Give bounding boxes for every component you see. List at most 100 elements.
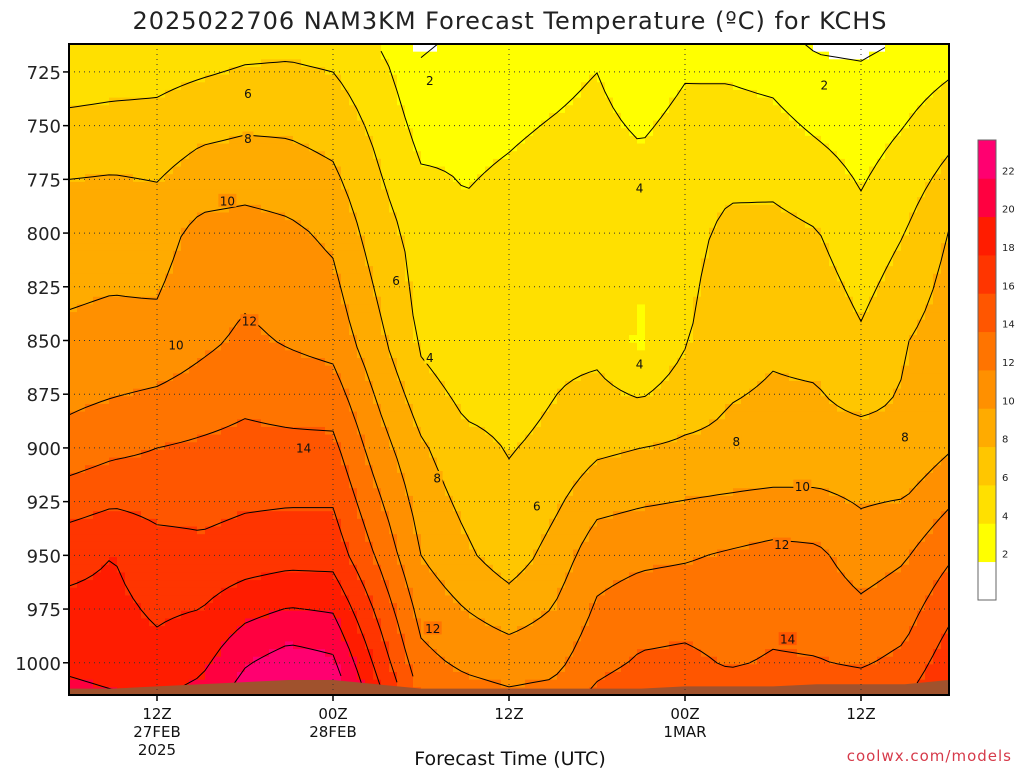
field-cell <box>133 335 142 344</box>
field-cell <box>445 549 454 558</box>
field-cell <box>181 44 190 53</box>
field-cell <box>165 296 174 305</box>
field-cell <box>157 112 166 122</box>
field-cell <box>189 135 198 145</box>
field-cell <box>309 618 318 627</box>
field-cell <box>157 603 166 612</box>
field-cell <box>189 273 198 283</box>
field-cell <box>85 465 94 474</box>
field-cell <box>125 664 134 673</box>
field-cell <box>85 319 94 328</box>
field-cell <box>109 664 118 673</box>
field-cell <box>341 434 350 443</box>
field-cell <box>437 250 446 260</box>
field-cell <box>189 396 198 405</box>
field-cell <box>373 250 382 260</box>
field-cell <box>453 656 462 665</box>
field-cell <box>189 197 198 206</box>
field-cell <box>461 557 470 566</box>
field-cell <box>325 495 334 505</box>
field-cell <box>189 281 198 290</box>
field-cell <box>485 220 494 229</box>
field-cell <box>365 312 374 321</box>
field-cell <box>293 289 302 298</box>
field-cell <box>205 327 214 336</box>
field-cell <box>341 656 350 665</box>
field-cell <box>421 365 430 374</box>
field-cell <box>133 603 142 612</box>
field-cell <box>445 526 454 535</box>
field-cell <box>309 181 318 191</box>
field-cell <box>365 66 374 76</box>
field-cell <box>85 380 94 390</box>
field-cell <box>453 151 462 160</box>
field-cell <box>397 250 406 260</box>
field-cell <box>341 580 350 589</box>
field-cell <box>213 135 222 145</box>
field-cell <box>181 258 190 267</box>
field-cell <box>69 112 78 122</box>
field-cell <box>525 472 534 482</box>
field-cell <box>205 350 214 359</box>
field-cell <box>117 679 126 688</box>
field-cell <box>477 495 486 505</box>
field-cell <box>205 511 214 520</box>
field-cell <box>517 595 526 604</box>
field-cell <box>237 610 246 620</box>
field-cell <box>253 664 262 673</box>
field-cell <box>461 358 470 367</box>
field-cell <box>229 158 238 168</box>
field-cell <box>501 235 510 244</box>
field-cell <box>453 518 462 528</box>
field-cell <box>157 235 166 244</box>
field-cell <box>437 166 446 175</box>
field-cell <box>341 603 350 612</box>
field-cell <box>469 304 478 313</box>
field-cell <box>269 587 278 597</box>
field-cell <box>525 304 534 313</box>
field-cell <box>301 411 310 420</box>
field-cell <box>229 518 238 528</box>
field-cell <box>109 220 118 229</box>
field-cell <box>357 426 366 436</box>
field-cell <box>85 672 94 681</box>
field-cell <box>429 296 438 305</box>
field-cell <box>333 656 342 665</box>
field-cell <box>149 365 158 374</box>
field-cell <box>453 235 462 244</box>
field-cell <box>293 44 302 53</box>
field-cell <box>293 472 302 482</box>
field-cell <box>413 672 422 681</box>
field-cell <box>237 235 246 244</box>
field-cell <box>293 304 302 313</box>
field-cell <box>253 649 262 658</box>
field-cell <box>253 610 262 620</box>
field-cell <box>85 549 94 558</box>
field-cell <box>181 273 190 283</box>
field-cell <box>269 112 278 122</box>
field-cell <box>245 235 254 244</box>
field-cell <box>421 472 430 482</box>
field-cell <box>469 495 478 505</box>
field-cell <box>485 618 494 627</box>
field-cell <box>413 174 422 183</box>
field-cell <box>261 44 270 53</box>
field-cell <box>309 97 318 106</box>
field-cell <box>165 649 174 658</box>
field-cell <box>213 181 222 191</box>
field-cell <box>485 403 494 413</box>
field-cell <box>133 373 142 382</box>
field-cell <box>277 411 286 420</box>
field-cell <box>445 59 454 68</box>
field-cell <box>109 59 118 68</box>
field-cell <box>381 426 390 436</box>
field-cell <box>461 158 470 168</box>
field-cell <box>125 220 134 229</box>
field-cell <box>501 365 510 374</box>
field-cell <box>525 350 534 359</box>
field-cell <box>445 135 454 145</box>
field-cell <box>141 143 150 152</box>
field-cell <box>325 296 334 305</box>
field-cell <box>189 488 198 497</box>
field-cell <box>397 403 406 413</box>
